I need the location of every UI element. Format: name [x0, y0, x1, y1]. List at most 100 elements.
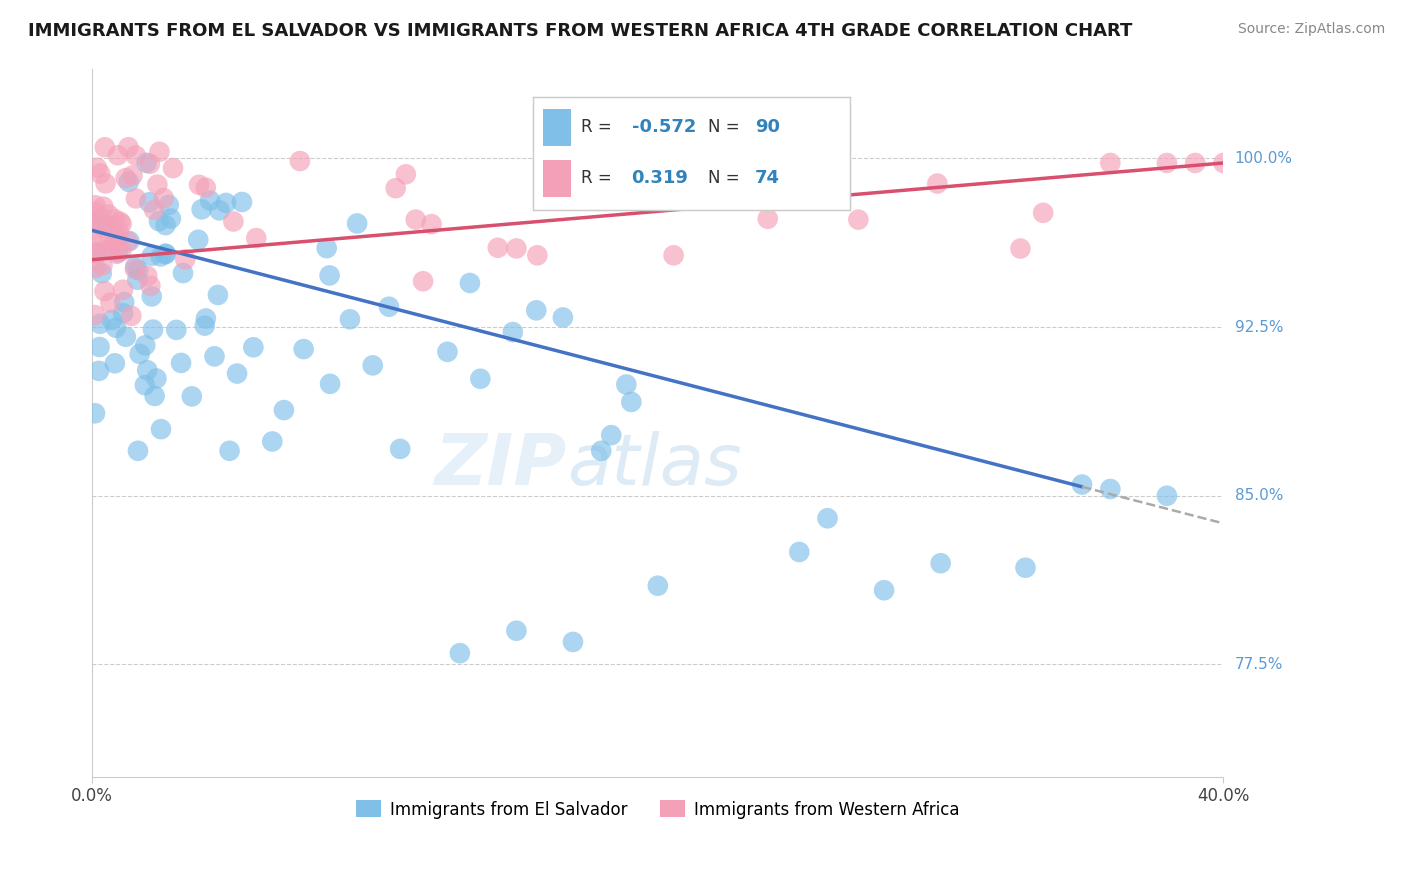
Point [486, 241, 509, 255]
Point [361, 359, 384, 373]
Point [226, 367, 249, 381]
Point [86, 244, 108, 258]
Point [87, 236, 110, 251]
Point [150, 422, 173, 436]
Point [318, 268, 340, 283]
Point [502, 325, 524, 339]
Point [420, 217, 443, 231]
Point [389, 442, 412, 456]
Point [84, 198, 107, 212]
Point [101, 238, 124, 252]
Point [136, 363, 159, 377]
Point [231, 194, 253, 209]
Point [208, 203, 231, 218]
Point [96, 218, 118, 232]
Point [100, 295, 122, 310]
Point [94, 140, 117, 154]
Text: atlas: atlas [567, 431, 742, 500]
Point [148, 145, 170, 159]
Point [104, 356, 127, 370]
Point [108, 215, 131, 229]
Point [562, 635, 585, 649]
Point [1010, 242, 1032, 256]
Point [124, 261, 146, 276]
Point [149, 249, 172, 263]
Point [222, 214, 245, 228]
Point [756, 211, 779, 226]
Text: 92.5%: 92.5% [1234, 319, 1284, 334]
Point [101, 313, 124, 327]
Point [90, 266, 112, 280]
Text: Source: ZipAtlas.com: Source: ZipAtlas.com [1237, 22, 1385, 37]
Point [93, 284, 115, 298]
Point [155, 218, 177, 232]
Point [873, 583, 896, 598]
Point [605, 161, 627, 175]
Point [662, 248, 685, 262]
Point [165, 323, 187, 337]
Point [405, 212, 427, 227]
Point [436, 344, 458, 359]
Point [120, 309, 142, 323]
Point [84, 406, 107, 420]
Point [929, 556, 952, 570]
Point [194, 318, 217, 333]
Point [204, 350, 226, 364]
Point [112, 306, 135, 320]
Point [105, 247, 128, 261]
Point [449, 646, 471, 660]
Point [146, 178, 169, 192]
Point [600, 428, 623, 442]
Point [121, 169, 143, 183]
Point [1032, 206, 1054, 220]
Point [647, 579, 669, 593]
Point [107, 245, 129, 260]
Point [84, 260, 107, 275]
Point [91, 258, 114, 272]
Point [142, 322, 165, 336]
Point [620, 395, 643, 409]
Point [138, 195, 160, 210]
Point [155, 246, 177, 260]
Point [135, 156, 157, 170]
Point [505, 624, 527, 638]
Point [187, 233, 209, 247]
Point [127, 443, 149, 458]
Point [174, 252, 197, 267]
Point [139, 278, 162, 293]
Point [551, 310, 574, 325]
Point [572, 161, 595, 176]
Point [136, 268, 159, 283]
Point [98, 231, 121, 245]
Point [188, 178, 211, 192]
Point [787, 545, 810, 559]
Point [111, 217, 134, 231]
Point [89, 317, 111, 331]
Point [127, 263, 149, 277]
Point [118, 234, 141, 248]
Point [87, 364, 110, 378]
Point [458, 276, 481, 290]
Point [927, 177, 949, 191]
Point [315, 241, 337, 255]
Point [111, 283, 134, 297]
Point [104, 212, 127, 227]
Point [86, 246, 108, 260]
Point [107, 232, 129, 246]
Point [614, 377, 637, 392]
Point [470, 372, 492, 386]
Point [84, 308, 107, 322]
Point [1156, 489, 1178, 503]
Point [1071, 477, 1094, 491]
Point [141, 249, 163, 263]
Point [125, 148, 148, 162]
Point [1212, 156, 1234, 170]
Point [288, 154, 311, 169]
Point [134, 378, 156, 392]
Point [378, 300, 401, 314]
Point [198, 194, 221, 208]
Point [143, 389, 166, 403]
Point [139, 157, 162, 171]
Point [505, 241, 527, 255]
Point [134, 338, 156, 352]
